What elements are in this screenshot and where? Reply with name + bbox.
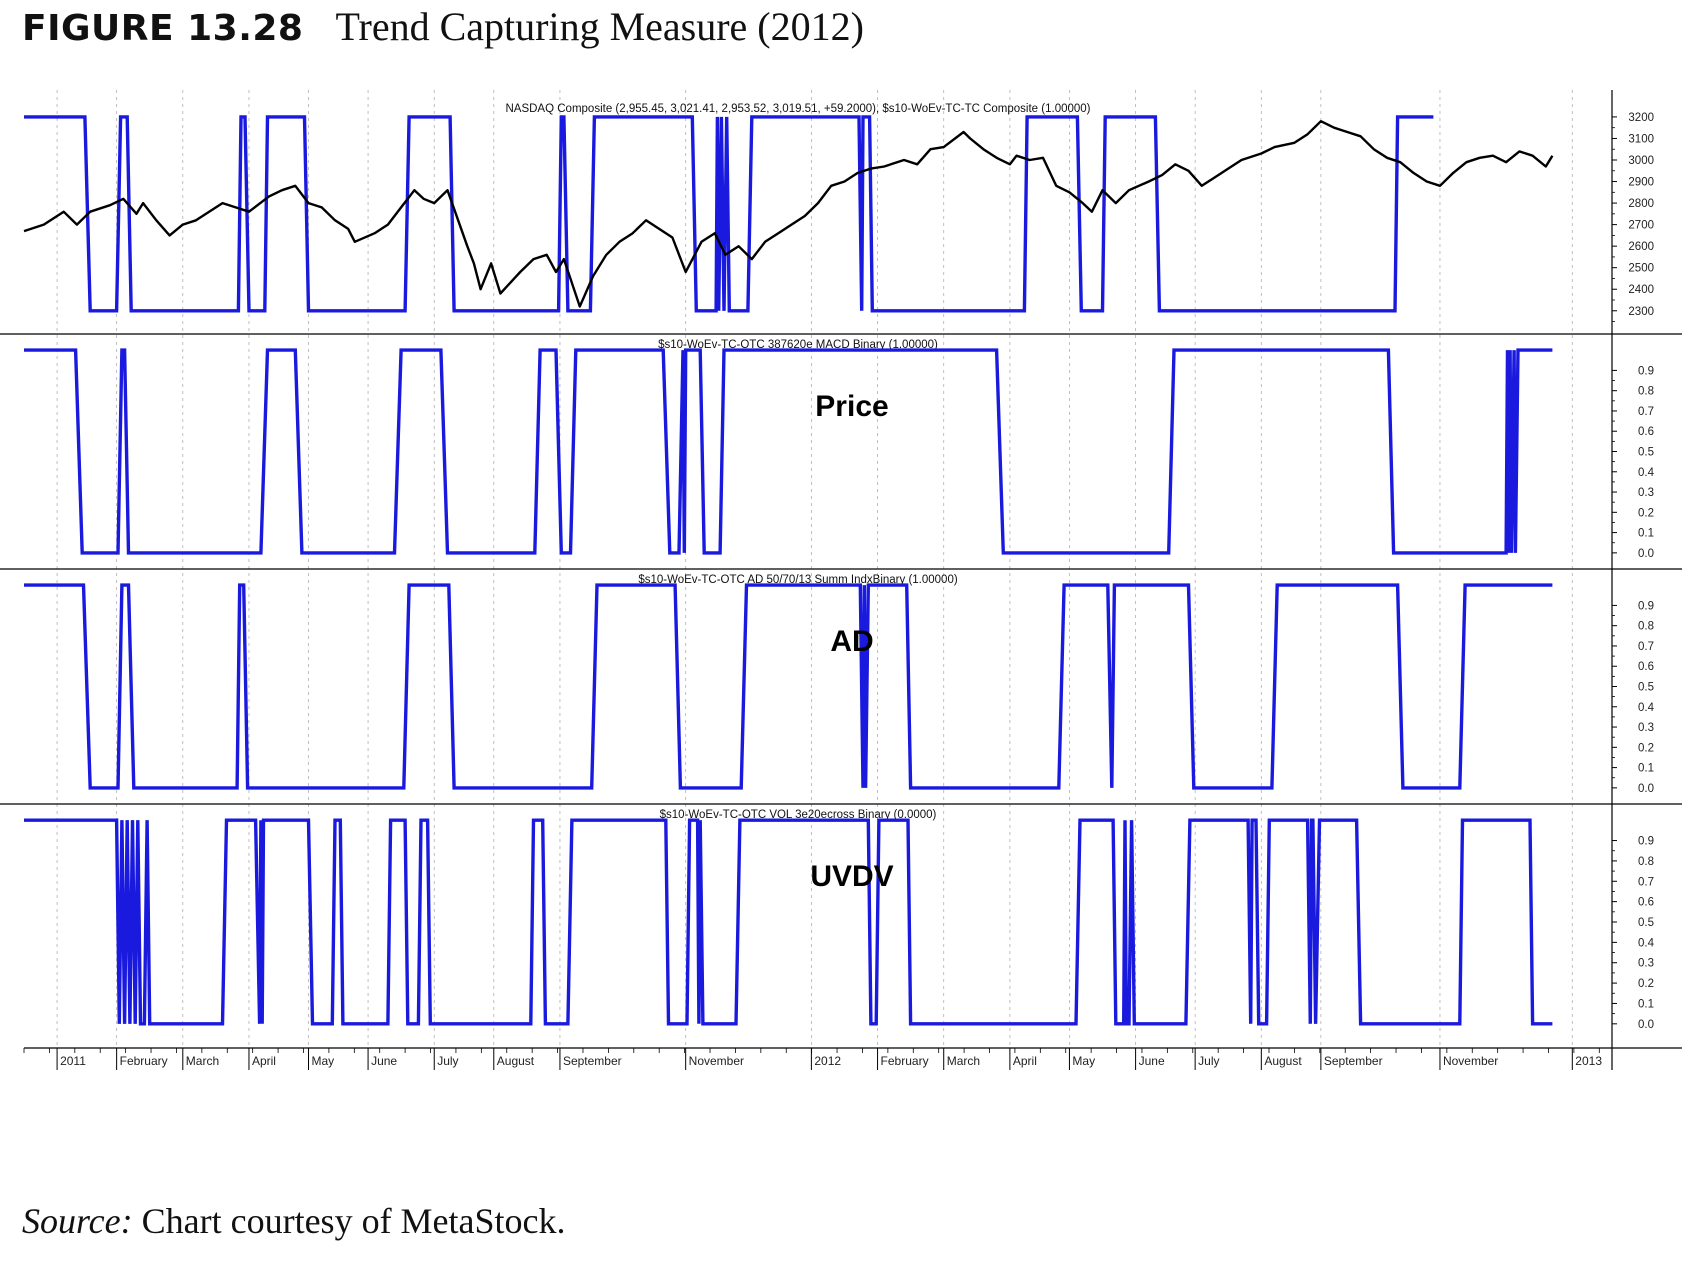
x-tick-label: May bbox=[1072, 1054, 1095, 1068]
y-tick-label: 0.1 bbox=[1638, 528, 1654, 540]
x-tick-label: June bbox=[371, 1054, 397, 1068]
y-tick-label: 0.1 bbox=[1638, 998, 1654, 1010]
y-tick-label: 0.7 bbox=[1638, 641, 1654, 653]
y-tick-label: 2900 bbox=[1628, 177, 1654, 189]
trend-capturing-chart: 2011 February March April May June July August S… bbox=[0, 90, 1682, 1070]
panel-title: $s10-WoEv-TC-OTC 387620e MACD Binary (1.… bbox=[658, 339, 938, 351]
y-tick-label: 0.6 bbox=[1638, 426, 1654, 438]
y-tick-label: 2500 bbox=[1628, 263, 1654, 275]
x-tick-label: 2013 bbox=[1575, 1054, 1602, 1068]
x-tick-label: September bbox=[563, 1054, 622, 1068]
y-tick-label: 0.0 bbox=[1638, 1019, 1654, 1031]
y-tick-label: 0.0 bbox=[1638, 548, 1654, 560]
y-tick-label: 0.6 bbox=[1638, 897, 1654, 909]
x-tick-label: April bbox=[252, 1054, 276, 1068]
figure-title-text: Trend Capturing Measure (2012) bbox=[335, 4, 864, 49]
source-note: Source: Chart courtesy of MetaStock. bbox=[22, 1200, 566, 1242]
x-tick-label: September bbox=[1324, 1054, 1383, 1068]
y-tick-label: 2800 bbox=[1628, 198, 1654, 210]
panel-label: AD bbox=[830, 625, 873, 658]
chart-root: 2011 February March April May June July August S… bbox=[0, 90, 1682, 1070]
y-tick-label: 0.9 bbox=[1638, 600, 1654, 612]
x-tick-label: June bbox=[1139, 1054, 1165, 1068]
panel-2: 0.0 0.1 0.2 0.3 0.4 0.5 0.6 0.7 0.8 0.9 $s10-WoEv-… bbox=[0, 333, 1682, 560]
x-tick-label: 2011 bbox=[60, 1054, 86, 1068]
y-tick-label: 2400 bbox=[1628, 284, 1654, 296]
y-tick-label: 0.3 bbox=[1638, 722, 1654, 734]
x-tick-label: July bbox=[437, 1054, 458, 1068]
y-tick-label: 0.1 bbox=[1638, 763, 1654, 775]
y-tick-label: 2600 bbox=[1628, 241, 1654, 253]
y-tick-label: 0.5 bbox=[1638, 917, 1654, 929]
panel-title: $s10-WoEv-TC-OTC VOL 3e20ecross Binary (… bbox=[660, 809, 937, 821]
y-tick-label: 0.5 bbox=[1638, 682, 1654, 694]
y-tick-label: 0.2 bbox=[1638, 507, 1654, 519]
y-tick-label: 0.9 bbox=[1638, 365, 1654, 377]
x-tick-label: November bbox=[689, 1054, 744, 1068]
y-tick-label: 0.2 bbox=[1638, 978, 1654, 990]
panel-title: NASDAQ Composite (2,955.45, 3,021.41, 2,… bbox=[505, 103, 1090, 115]
y-tick-label: 0.8 bbox=[1638, 856, 1654, 868]
y-tick-label: 0.7 bbox=[1638, 876, 1654, 888]
y-tick-label: 0.0 bbox=[1638, 783, 1654, 795]
panel-title: $s10-WoEv-TC-OTC AD 50/70/13 Summ IndxBi… bbox=[638, 574, 958, 586]
figure-title: FIGURE 13.28 Trend Capturing Measure (201… bbox=[22, 2, 864, 52]
signal-series bbox=[24, 115, 1434, 313]
y-tick-label: 3200 bbox=[1628, 112, 1654, 124]
panel-3: 0.0 0.1 0.2 0.3 0.4 0.5 0.6 0.7 0.8 0.9 $s10-WoEv-… bbox=[0, 568, 1682, 795]
nasdaq-price-series bbox=[23, 120, 1554, 308]
figure-label: FIGURE 13.28 bbox=[22, 8, 304, 49]
x-tick-label: March bbox=[947, 1054, 980, 1068]
x-tick-label: April bbox=[1013, 1054, 1037, 1068]
y-tick-label: 0.8 bbox=[1638, 621, 1654, 633]
x-tick-label: November bbox=[1443, 1054, 1498, 1068]
y-tick-label: 3100 bbox=[1628, 133, 1654, 145]
y-tick-label: 3000 bbox=[1628, 155, 1654, 167]
panel-1: 2300 2400 2500 2600 2700 2800 2900 3000 3100 3200… bbox=[23, 103, 1654, 322]
source-label: Source: bbox=[22, 1201, 133, 1241]
y-tick-label: 0.4 bbox=[1638, 702, 1655, 714]
y-tick-label: 0.9 bbox=[1638, 836, 1654, 848]
signal-series bbox=[24, 583, 1553, 790]
y-tick-label: 0.2 bbox=[1638, 742, 1654, 754]
y-tick-label: 0.5 bbox=[1638, 447, 1654, 459]
panel-label: UVDV bbox=[810, 860, 893, 893]
x-tick-label: August bbox=[1264, 1054, 1302, 1068]
y-tick-label: 0.3 bbox=[1638, 487, 1654, 499]
signal-series bbox=[24, 348, 1553, 555]
y-tick-label: 0.6 bbox=[1638, 661, 1654, 673]
x-tick-label: July bbox=[1198, 1054, 1219, 1068]
panel-4: 0.0 0.1 0.2 0.3 0.4 0.5 0.6 0.7 0.8 0.9 $s10-WoEv-… bbox=[0, 803, 1682, 1031]
x-tick-label: 2012 bbox=[814, 1054, 841, 1068]
y-tick-label: 0.3 bbox=[1638, 958, 1654, 970]
y-tick-label: 2700 bbox=[1628, 220, 1654, 232]
x-tick-label: February bbox=[120, 1054, 168, 1068]
y-tick-label: 0.4 bbox=[1638, 937, 1655, 949]
panel-label: Price bbox=[815, 390, 888, 423]
y-tick-label: 0.4 bbox=[1638, 467, 1655, 479]
source-text: Chart courtesy of MetaStock. bbox=[132, 1201, 566, 1241]
y-tick-label: 0.8 bbox=[1638, 386, 1654, 398]
y-tick-label: 0.7 bbox=[1638, 406, 1654, 418]
signal-series bbox=[24, 818, 1553, 1026]
x-tick-label: May bbox=[312, 1054, 335, 1068]
x-tick-label: February bbox=[881, 1054, 929, 1068]
x-tick-label: March bbox=[186, 1054, 219, 1068]
x-tick-label: August bbox=[497, 1054, 535, 1068]
y-tick-label: 2300 bbox=[1628, 306, 1654, 318]
